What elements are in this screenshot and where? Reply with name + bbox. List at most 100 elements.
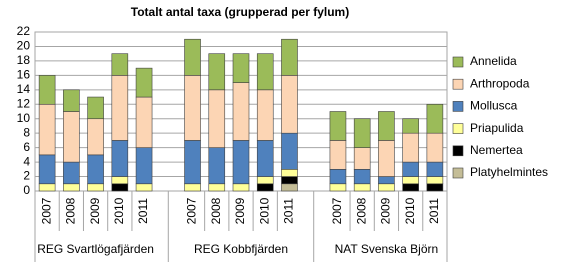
x-tick-label: 2010 [112, 197, 126, 224]
bar-segment [426, 161, 444, 177]
bar-segment [256, 53, 274, 91]
bar-segment [329, 169, 347, 185]
legend-swatch [452, 167, 464, 179]
legend-swatch [452, 145, 464, 157]
bar-segment [256, 176, 274, 185]
bar-segment [402, 118, 419, 134]
legend-swatch [452, 101, 464, 112]
bar-segment [281, 176, 298, 185]
x-tick-label: 2007 [330, 197, 344, 224]
bar-segment [63, 183, 80, 192]
bar-segment [256, 183, 274, 192]
bar-segment [87, 183, 104, 192]
x-tick-label: 2007 [39, 197, 53, 224]
bar-segment [111, 53, 129, 76]
bar-segment [63, 89, 80, 112]
bar-segment [281, 38, 298, 76]
x-tick-label: 2008 [64, 197, 78, 224]
chart-title: Totalt antal taxa (grupperad per fylum) [131, 5, 349, 19]
bar-segment [208, 89, 226, 148]
bar-segment [378, 111, 395, 141]
bar-segment [208, 53, 226, 91]
bar-segment [135, 147, 153, 185]
y-tick-label: 4 [23, 154, 30, 168]
bar-segment [426, 176, 444, 185]
bar-segment [353, 147, 371, 170]
y-tick-label: 10 [17, 111, 31, 125]
bar-segment [329, 183, 347, 192]
bar-segment [329, 111, 347, 141]
x-tick-label: 2011 [136, 198, 150, 224]
legend-label: Arthropoda [470, 76, 530, 90]
x-tick-label: 2011 [282, 198, 296, 224]
bar-segment [232, 82, 250, 141]
x-tick-label: 2009 [379, 197, 393, 224]
bar-segment [184, 183, 201, 192]
bar-segment [135, 183, 153, 192]
bar-segment [208, 147, 226, 185]
bar-segment [111, 183, 129, 192]
bar-segment [184, 140, 201, 185]
x-tick-label: 2009 [233, 197, 247, 224]
y-tick-label: 12 [17, 96, 31, 110]
bar-segment [281, 132, 298, 170]
bar-segment [426, 183, 444, 192]
bar-segment [63, 111, 80, 163]
bar-segment [281, 183, 298, 192]
legend-label: Platyhelmintes [470, 165, 548, 179]
legend-swatch [452, 123, 464, 134]
x-tick-label: 2009 [88, 197, 102, 224]
bar-segment [353, 169, 371, 185]
group-label: REG Svartlögafjärden [37, 242, 154, 256]
bar-segment [378, 183, 395, 192]
legend-swatch [452, 56, 464, 68]
bar-segment [281, 169, 298, 177]
x-tick-label: 2011 [427, 198, 441, 224]
legend-label: Priapulida [470, 121, 524, 135]
y-tick-label: 8 [23, 125, 30, 139]
x-tick-label: 2010 [257, 197, 271, 224]
bar-segment [426, 103, 444, 134]
bar-segment [38, 154, 56, 185]
legend-label: Mollusca [470, 99, 518, 113]
y-tick-label: 0 [23, 183, 30, 197]
y-tick-label: 20 [17, 39, 31, 53]
group-label: NAT Svenska Björn [335, 242, 439, 256]
bar-segment [329, 140, 347, 170]
bar-segment [232, 183, 250, 192]
bar-segment [232, 53, 250, 83]
bar-segment [111, 176, 129, 185]
bar-segment [87, 154, 104, 185]
bar-segment [402, 132, 419, 163]
bar-segment [135, 67, 153, 98]
bar-segment [63, 161, 80, 185]
bar-segment [38, 183, 56, 192]
bar-segment [378, 176, 395, 185]
bar-segment [135, 96, 153, 148]
x-tick-label: 2007 [185, 197, 199, 224]
x-tick-label: 2008 [354, 197, 368, 224]
bar-segment [256, 140, 274, 177]
bar-segment [111, 140, 129, 177]
bar-segment [402, 161, 419, 177]
y-tick-label: 14 [17, 82, 31, 96]
legend-swatch [452, 78, 464, 90]
x-tick-label: 2008 [209, 197, 223, 224]
y-tick-label: 2 [23, 169, 30, 183]
y-tick-label: 6 [23, 140, 30, 154]
bar-segment [426, 132, 444, 163]
bar-segment [38, 103, 56, 156]
bar-segment [281, 75, 298, 134]
bar-segment [402, 183, 419, 192]
x-tick-label: 2010 [403, 197, 417, 224]
bar-segment [378, 140, 395, 177]
bar-segment [353, 118, 371, 148]
bar-segment [256, 89, 274, 141]
y-tick-label: 18 [17, 53, 31, 67]
y-tick-label: 22 [17, 24, 31, 38]
bar-segment [208, 183, 226, 192]
bar-segment [184, 75, 201, 141]
bar-segment [38, 75, 56, 105]
bar-segment [87, 118, 104, 156]
